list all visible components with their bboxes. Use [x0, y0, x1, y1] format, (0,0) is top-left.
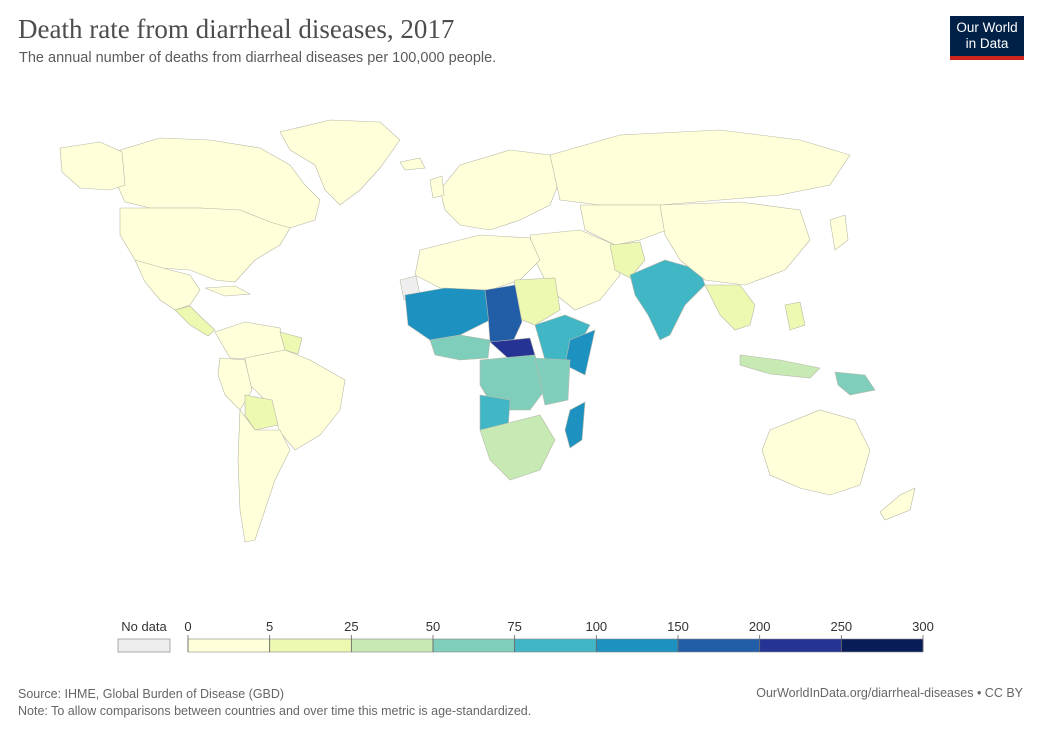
country-russia[interactable]	[549, 129, 851, 206]
legend-tick-label-9: 300	[912, 619, 934, 634]
country-chad[interactable]	[484, 284, 523, 349]
legend-bin-2[interactable]	[351, 638, 434, 653]
note-text: Note: To allow comparisons between count…	[18, 704, 532, 718]
country-iceland[interactable]	[399, 157, 426, 171]
country-philippines[interactable]	[784, 301, 806, 331]
country-canada[interactable]	[114, 137, 321, 229]
country-gulf-of-guinea[interactable]	[429, 334, 491, 361]
country-argentina-chile[interactable]	[237, 409, 291, 543]
country-alaska-usa[interactable]	[59, 141, 126, 191]
country-central-america[interactable]	[174, 305, 216, 337]
country-guyanas[interactable]	[279, 331, 303, 355]
chart-subtitle: The annual number of deaths from diarrhe…	[19, 50, 497, 66]
country-india[interactable]	[629, 259, 706, 341]
country-new-zealand[interactable]	[879, 487, 916, 521]
country-east-africa[interactable]	[534, 357, 571, 406]
legend-tick-label-5: 100	[585, 619, 607, 634]
country-madagascar[interactable]	[564, 401, 586, 449]
country-greenland[interactable]	[279, 119, 401, 206]
legend-tick-label-7: 200	[749, 619, 771, 634]
country-drc-congo[interactable]	[479, 354, 546, 411]
country-cuba[interactable]	[204, 285, 252, 297]
country-mexico[interactable]	[134, 259, 201, 311]
legend-bin-3[interactable]	[432, 638, 515, 653]
country-bolivia[interactable]	[244, 394, 279, 431]
legend-bins	[187, 638, 924, 653]
legend-bin-0[interactable]	[187, 638, 270, 653]
country-australia[interactable]	[761, 409, 871, 496]
country-europe[interactable]	[439, 149, 561, 231]
legend-tick-label-6: 150	[667, 619, 689, 634]
footer-credit-link[interactable]: OurWorldInData.org/diarrheal-diseases • …	[756, 686, 1023, 700]
legend-bin-7[interactable]	[759, 638, 842, 653]
country-southeast-asia[interactable]	[704, 284, 756, 331]
legend-tick-label-8: 250	[830, 619, 852, 634]
legend-ticks: 0 5 25 50 75 100 150 200 250 300	[184, 619, 934, 652]
source-text: Source: IHME, Global Burden of Disease (…	[18, 687, 285, 701]
legend-bin-6[interactable]	[677, 638, 760, 653]
country-china[interactable]	[659, 201, 811, 286]
legend-tick-label-4: 75	[507, 619, 521, 634]
country-west-africa[interactable]	[404, 287, 491, 341]
legend-no-data-swatch	[117, 638, 171, 653]
legend-bin-4[interactable]	[514, 638, 597, 653]
legend-tick-label-3: 50	[426, 619, 440, 634]
legend-tick-label-2: 25	[344, 619, 358, 634]
legend-bin-1[interactable]	[269, 638, 352, 653]
map-legend: No data 0 5 25 50 75 100 150 200 250 300	[110, 615, 940, 660]
country-afghanistan-pakistan[interactable]	[609, 241, 646, 279]
country-southern-africa[interactable]	[479, 414, 556, 481]
footer-source-block: Source: IHME, Global Burden of Disease (…	[18, 686, 531, 720]
logo-line-1: Our World	[956, 20, 1018, 35]
legend-bin-5[interactable]	[596, 638, 679, 653]
country-papua-new-guinea[interactable]	[834, 371, 876, 396]
country-indonesia[interactable]	[739, 354, 821, 379]
chart-title: Death rate from diarrheal diseases, 2017	[18, 14, 455, 44]
legend-svg: No data 0 5 25 50 75 100 150 200 250 300	[117, 619, 934, 653]
world-map	[59, 119, 916, 543]
legend-no-data-label: No data	[121, 619, 167, 634]
country-uk[interactable]	[429, 175, 445, 199]
logo-line-2: in Data	[965, 36, 1009, 51]
owid-logo[interactable]: Our World in Data	[950, 16, 1024, 60]
legend-tick-label-1: 5	[266, 619, 273, 634]
legend-tick-label-0: 0	[184, 619, 191, 634]
country-japan[interactable]	[829, 214, 849, 251]
country-somalia[interactable]	[564, 329, 596, 376]
legend-bin-8[interactable]	[841, 638, 924, 653]
